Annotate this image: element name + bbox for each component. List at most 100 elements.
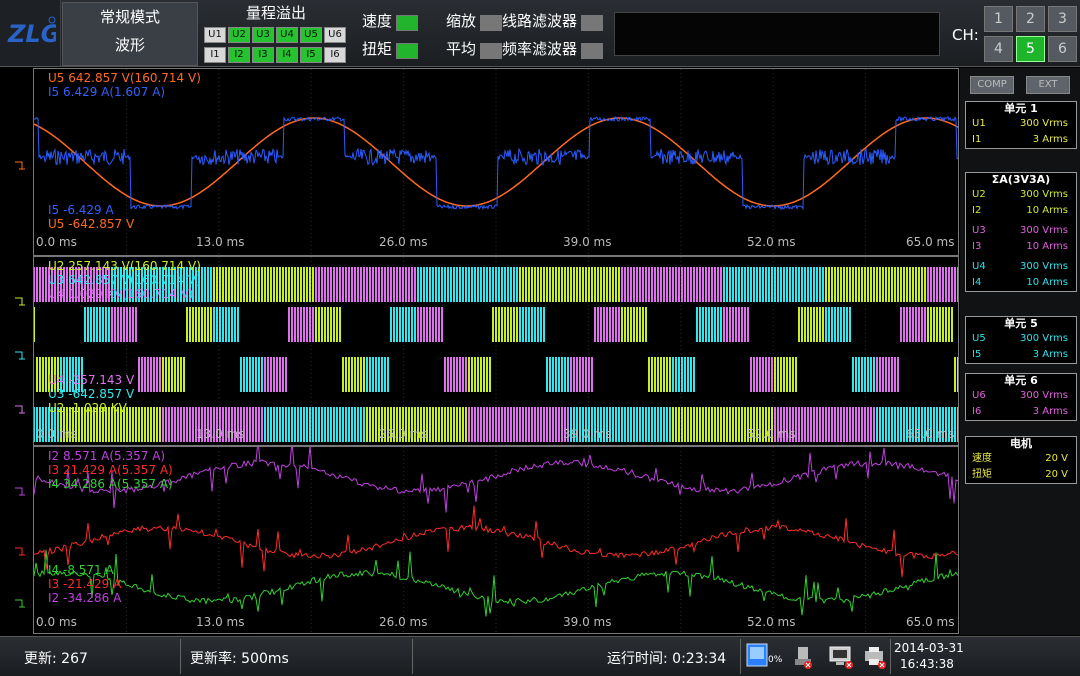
phase-voltage-trace-2 [34, 267, 958, 442]
i3-current-trace [34, 505, 958, 578]
comp-button[interactable]: COMP [970, 76, 1014, 94]
range-channel: I4 [972, 277, 982, 288]
range-value: 10 Arms [1026, 241, 1068, 252]
ground-marker-u5[interactable] [14, 160, 28, 170]
printer-disconnected-icon[interactable] [862, 645, 888, 673]
i2-current-trace [34, 447, 958, 513]
range-value: 3 Arms [1032, 406, 1068, 417]
range-row: I2 10 Arms [966, 203, 1076, 219]
divider [740, 639, 741, 674]
tick-label: 26.0 ms [379, 615, 428, 629]
range-row: U3 300 Vrms [966, 223, 1076, 239]
scale-label: U5 642.857 V(160.714 V) [48, 71, 201, 85]
torque-indicator[interactable]: 扭矩 [362, 38, 419, 59]
range-row: I4 10 Arms [966, 275, 1076, 291]
channel-button-1[interactable]: 1 [984, 6, 1013, 32]
line-filter-label: 线路滤波器 [502, 12, 578, 30]
waveform-panel-sigma[interactable]: U2 257.143 V(160.714 V) U3 642.857 V(160.… [33, 256, 959, 446]
waveform-panel-currents[interactable]: I2 8.571 A(5.357 A) I3 21.429 A(5.357 A) I… [33, 446, 959, 634]
mode-button[interactable]: 常规模式 波形 [62, 2, 198, 66]
range-row: U5 300 Vrms [966, 331, 1076, 347]
tick-label: 52.0 ms [747, 427, 796, 441]
range-row: U6 300 Vrms [966, 388, 1076, 404]
panel3-time-axis: 0.0 ms 13.0 ms 26.0 ms 39.0 ms 52.0 ms 6… [34, 615, 958, 631]
message-display [614, 12, 940, 56]
scale-label: I2 8.571 A(5.357 A) [48, 449, 166, 463]
channel-button-5[interactable]: 5 [1016, 36, 1045, 62]
speed-indicator[interactable]: 速度 [362, 10, 419, 31]
range-row: I1 3 Arms [966, 132, 1076, 148]
freq-filter-indicator[interactable]: 频率滤波器 [502, 38, 604, 59]
average-label: 平均 [446, 40, 477, 58]
tick-label: 39.0 ms [563, 615, 612, 629]
network-disconnected-icon[interactable] [828, 645, 854, 673]
ext-button[interactable]: EXT [1026, 76, 1070, 94]
ground-marker-u3[interactable] [14, 350, 28, 360]
scale-label: I4 34.286 A(5.357 A) [48, 477, 173, 491]
channel-button-3[interactable]: 3 [1048, 6, 1077, 32]
ground-marker-u4[interactable] [14, 404, 28, 414]
range-value: 300 Vrms [1020, 189, 1068, 200]
range-value: 3 Arms [1032, 134, 1068, 145]
ground-marker-i2[interactable] [14, 486, 28, 496]
range-channel: I5 [972, 349, 982, 360]
i4-current-trace [34, 549, 958, 617]
range-card[interactable]: ΣA(3V3A) U2 300 Vrms I2 10 Arms U3 300 Vrms I3 1… [965, 172, 1077, 292]
range-card[interactable]: 单元 6 U6 300 Vrms I6 3 Arms [965, 373, 1077, 421]
channel-button-2[interactable]: 2 [1016, 6, 1045, 32]
speed-led [396, 14, 419, 31]
scale-label: U5 -642.857 V [48, 217, 135, 231]
scale-label: U4 1.029 KV(160.714 V) [48, 287, 194, 301]
tick-label: 0.0 ms [36, 235, 77, 249]
ground-marker-u2[interactable] [14, 296, 28, 306]
tick-label: 0.0 ms [36, 427, 77, 441]
range-value: 300 Vrms [1020, 261, 1068, 272]
range-card[interactable]: 单元 5 U5 300 Vrms I5 3 Arms [965, 316, 1077, 364]
range-channel: I1 [972, 134, 982, 145]
range-card-title: 单元 5 [1004, 317, 1038, 330]
phase-voltage-trace-0 [34, 267, 958, 442]
waveform-panel-unit5[interactable]: U5 642.857 V(160.714 V) I5 6.429 A(1.607 … [33, 68, 959, 256]
line-filter-led [581, 14, 604, 31]
overrange-chip-u3: U3 [252, 27, 274, 43]
tick-label: 0.0 ms [36, 615, 77, 629]
tick-label: 39.0 ms [563, 427, 612, 441]
storage-icon[interactable]: 0% [746, 643, 786, 671]
scale-label: U3 642.857 V(160.714 V) [48, 273, 201, 287]
time-display: 16:43:38 [900, 657, 954, 671]
speed-label: 速度 [362, 12, 393, 30]
runtime: 运行时间: 0:23:34 [607, 651, 727, 667]
ground-marker-i4[interactable] [14, 598, 28, 608]
channel-button-6[interactable]: 6 [1048, 36, 1077, 62]
date-display: 2014-03-31 [894, 641, 964, 655]
panel3-min-labels: I4 -8.571 A I3 -21.429 A I2 -34.286 A [48, 563, 121, 605]
overrange-chip-i1: I1 [204, 47, 226, 63]
scale-label: I2 -34.286 A [48, 591, 122, 605]
range-card[interactable]: 单元 1 U1 300 Vrms I1 3 Arms [965, 101, 1077, 149]
ground-marker-i3[interactable] [14, 546, 28, 556]
range-row: 速度 20 V [966, 451, 1076, 467]
scale-label: I4 -8.571 A [48, 563, 114, 577]
range-channel: U2 [972, 189, 986, 200]
range-channel: U5 [972, 333, 986, 344]
tick-label: 13.0 ms [196, 615, 245, 629]
line-filter-indicator[interactable]: 线路滤波器 [502, 10, 604, 31]
range-row: I6 3 Arms [966, 404, 1076, 420]
overrange-chip-i6: I6 [324, 47, 346, 63]
waveform-plot-1 [34, 69, 958, 255]
range-card[interactable]: 电机 速度 20 V 扭矩 20 V [965, 436, 1077, 484]
usb-disconnected-icon[interactable] [792, 645, 814, 673]
divider [890, 639, 891, 674]
range-value: 20 V [1045, 453, 1068, 464]
tick-label: 26.0 ms [379, 427, 428, 441]
overrange-chip-i5: I5 [300, 47, 322, 63]
u5-voltage-trace [34, 117, 958, 207]
average-indicator[interactable]: 平均 [446, 38, 503, 59]
channel-button-4[interactable]: 4 [984, 36, 1013, 62]
overrange-panel: 量程溢出 U1 U2 U3 U4 U5 U6 I1 I2 I3 I4 I5 I6 [200, 2, 352, 64]
range-card-title: 电机 [1010, 437, 1032, 450]
zoom-indicator[interactable]: 缩放 [446, 10, 503, 31]
range-channel: U4 [972, 261, 986, 272]
range-value: 10 Arms [1026, 277, 1068, 288]
overrange-title: 量程溢出 [245, 4, 306, 22]
